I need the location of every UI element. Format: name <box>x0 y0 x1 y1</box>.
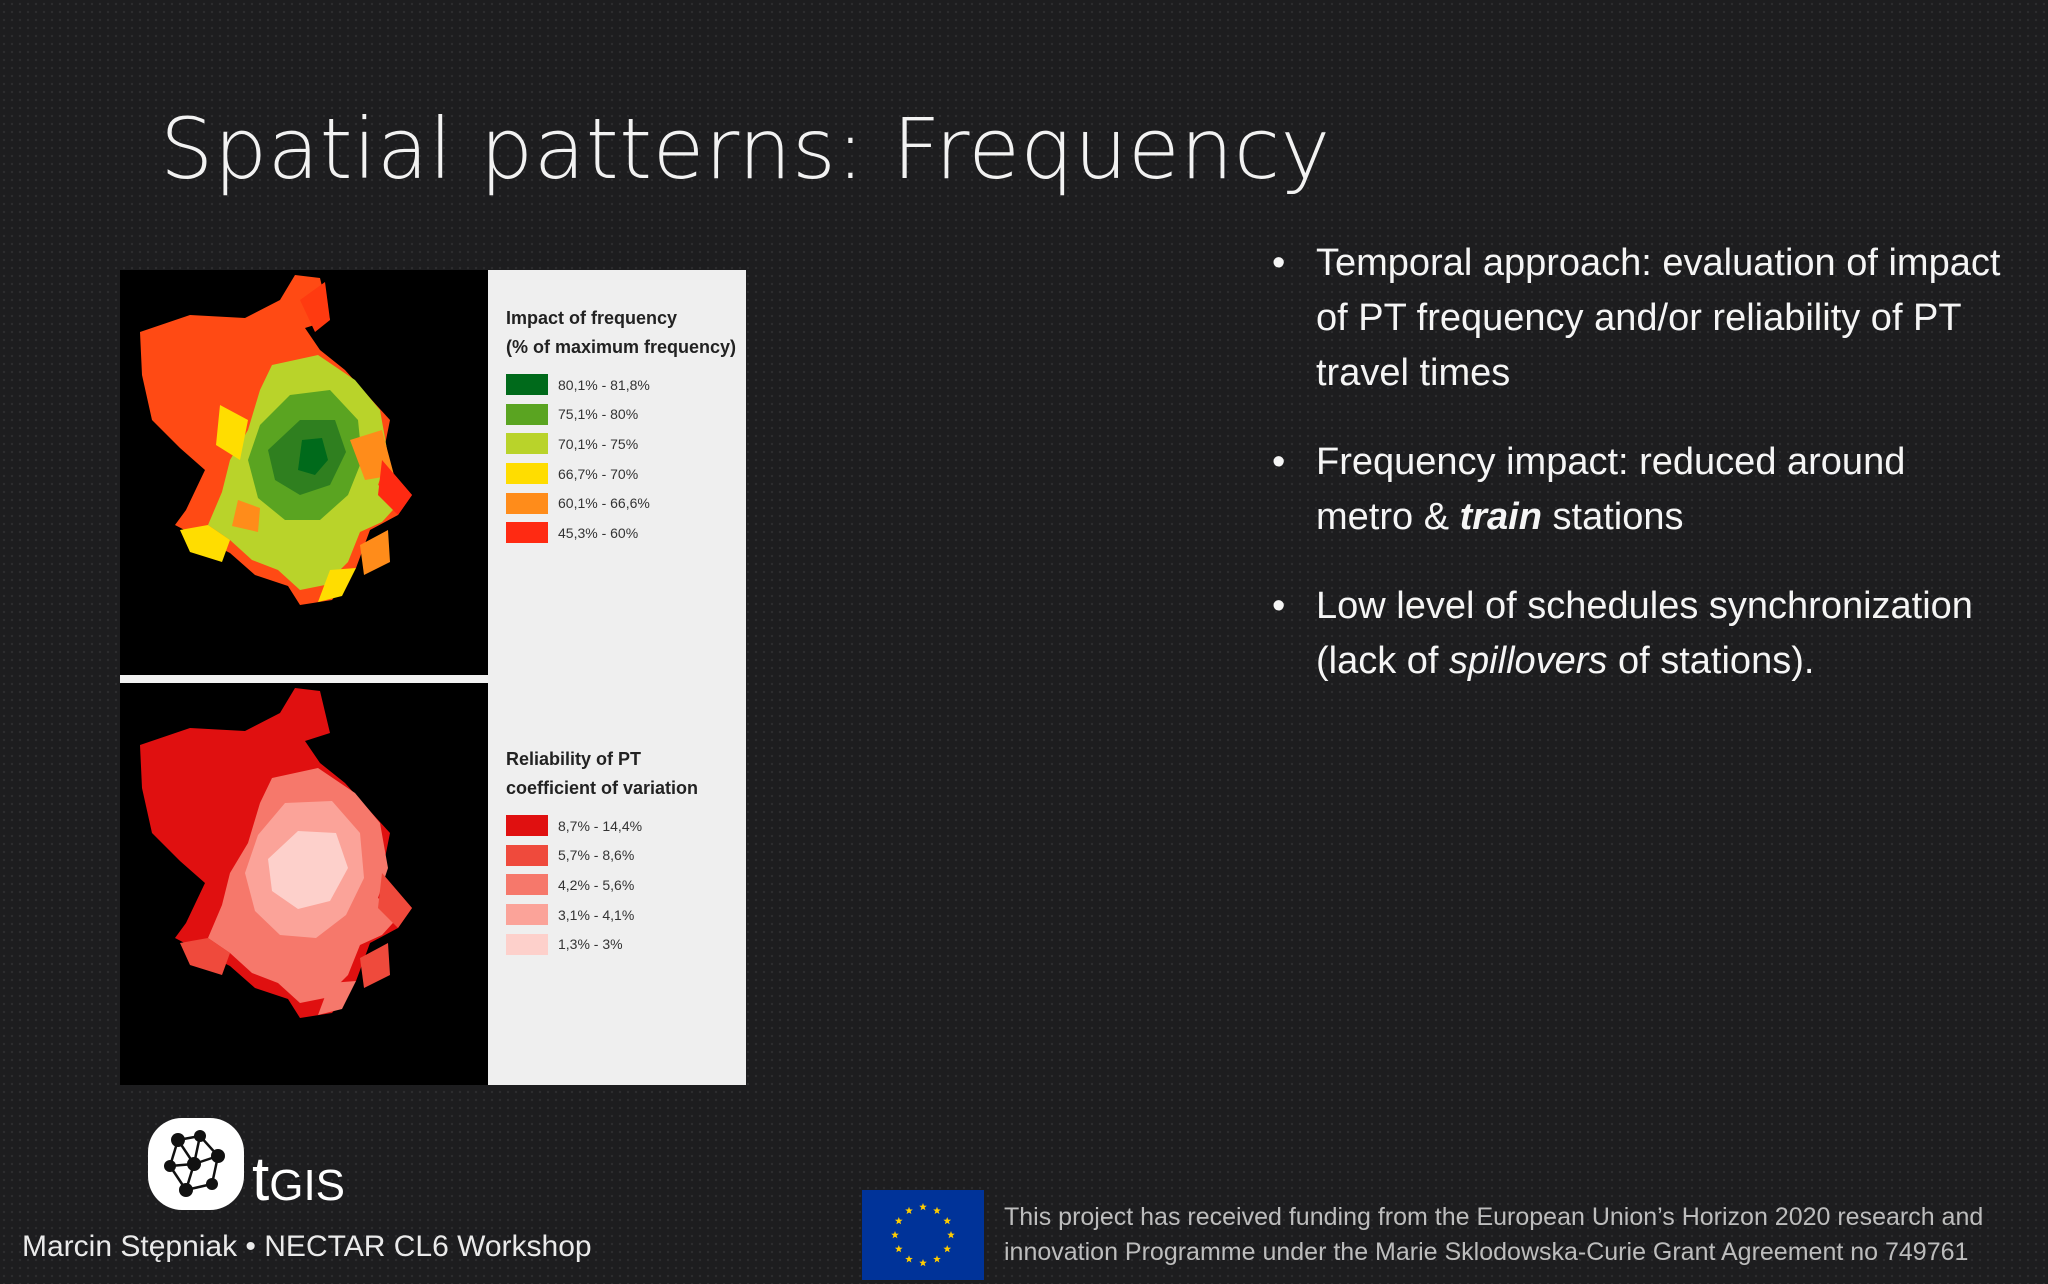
logo-letters: GIS <box>269 1161 346 1210</box>
legend-swatch <box>506 933 548 955</box>
footer-author: Marcin Stępniak • NECTAR CL6 Workshop <box>22 1230 592 1263</box>
frequency-legend-item: 45,3% - 60% <box>506 518 746 548</box>
legend-swatch <box>506 492 548 514</box>
legend-swatch <box>506 844 548 866</box>
reliability-legend-item: 1,3% - 3% <box>506 929 746 959</box>
frequency-legend-title-2: (% of maximum frequency) <box>506 337 737 357</box>
eu-star <box>947 1231 955 1239</box>
frequency-map <box>120 270 488 675</box>
bullet-text: Frequency impact: reduced around metro & <box>1316 441 1906 538</box>
slide-title: Spatial patterns: Frequency <box>160 100 1331 198</box>
eu-star <box>894 1217 903 1225</box>
legend-swatch <box>506 874 548 896</box>
tgis-logo: tGIS <box>148 1118 368 1214</box>
bullet-item: Temporal approach: evaluation of impact … <box>1268 236 2008 401</box>
legend-label: 5,7% - 8,6% <box>558 847 635 864</box>
bullet-item: Low level of schedules synchronization (… <box>1268 579 2008 689</box>
legend-label: 75,1% - 80% <box>558 406 639 423</box>
funding-line-1: This project has received funding from t… <box>1004 1203 1984 1231</box>
bullet-text: Temporal approach: evaluation of impact … <box>1316 242 2001 394</box>
eu-star <box>943 1245 952 1253</box>
eu-star <box>943 1217 952 1225</box>
reliability-legend-title-1: Reliability of PT <box>506 749 642 769</box>
legend-swatch <box>506 433 548 455</box>
legend-label: 3,1% - 4,1% <box>558 906 635 923</box>
legend-swatch <box>506 815 548 837</box>
legend-label: 8,7% - 14,4% <box>558 817 643 834</box>
legend-panel: Impact of frequency (% of maximum freque… <box>488 270 746 1085</box>
legend-swatch <box>506 403 548 425</box>
bullet-emphasis: spillovers <box>1449 640 1608 682</box>
network-icon <box>148 1118 244 1210</box>
reliability-legend: Reliability of PT coefficient of variati… <box>506 745 746 959</box>
eu-star <box>933 1255 941 1263</box>
legend-label: 60,1% - 66,6% <box>558 495 650 512</box>
bullet-text: stations <box>1541 496 1684 538</box>
bullet-text: Low level of schedules synchronization (… <box>1316 585 1973 682</box>
eu-star <box>905 1255 913 1263</box>
reliability-legend-item: 8,7% - 14,4% <box>506 811 746 841</box>
map-divider <box>120 675 488 683</box>
frequency-legend-items: 80,1% - 81,8% 75,1% - 80% 70,1% - 75% 66,7%… <box>506 370 746 548</box>
bullet-text: of stations). <box>1607 640 1815 682</box>
legend-swatch <box>506 904 548 926</box>
legend-swatch <box>506 522 548 544</box>
frequency-legend-item: 75,1% - 80% <box>506 400 746 430</box>
reliability-legend-items: 8,7% - 14,4% 5,7% - 8,6% 4,2% - 5,6% 3,1% -… <box>506 811 746 959</box>
logo-wordmark: tGIS <box>252 1144 345 1215</box>
reliability-legend-title-2: coefficient of variation <box>506 778 699 798</box>
legend-label: 4,2% - 5,6% <box>558 876 635 893</box>
reliability-legend-item: 4,2% - 5,6% <box>506 870 746 900</box>
funding-line-2: innovation Programme under the Marie Skl… <box>1004 1238 1969 1266</box>
eu-star <box>891 1231 899 1239</box>
eu-flag-icon <box>862 1190 984 1280</box>
legend-swatch <box>506 374 548 396</box>
eu-star <box>919 1203 927 1211</box>
eu-star <box>905 1206 913 1214</box>
eu-star <box>894 1245 903 1253</box>
frequency-legend-item: 66,7% - 70% <box>506 459 746 489</box>
funding-notice: This project has received funding from t… <box>1004 1200 2034 1270</box>
bullet-list: Temporal approach: evaluation of impact … <box>1268 236 2008 723</box>
eu-star <box>919 1259 927 1267</box>
legend-label: 66,7% - 70% <box>558 465 639 482</box>
reliability-legend-item: 5,7% - 8,6% <box>506 841 746 871</box>
legend-label: 80,1% - 81,8% <box>558 376 650 393</box>
logo-letter: t <box>252 1145 270 1214</box>
bullet-item: Frequency impact: reduced around metro &… <box>1268 435 2008 545</box>
legend-label: 1,3% - 3% <box>558 936 623 953</box>
legend-label: 70,1% - 75% <box>558 435 639 452</box>
maps-figure: Impact of frequency (% of maximum freque… <box>120 270 746 1085</box>
frequency-legend-item: 70,1% - 75% <box>506 429 746 459</box>
legend-label: 45,3% - 60% <box>558 524 639 541</box>
frequency-legend-item: 80,1% - 81,8% <box>506 370 746 400</box>
legend-swatch <box>506 463 548 485</box>
eu-star <box>933 1206 941 1214</box>
bullet-emphasis: train <box>1459 496 1542 538</box>
frequency-legend-title-1: Impact of frequency <box>506 308 678 328</box>
frequency-legend-item: 60,1% - 66,6% <box>506 488 746 518</box>
frequency-legend: Impact of frequency (% of maximum freque… <box>506 304 746 548</box>
reliability-legend-item: 3,1% - 4,1% <box>506 900 746 930</box>
reliability-map <box>120 683 488 1085</box>
